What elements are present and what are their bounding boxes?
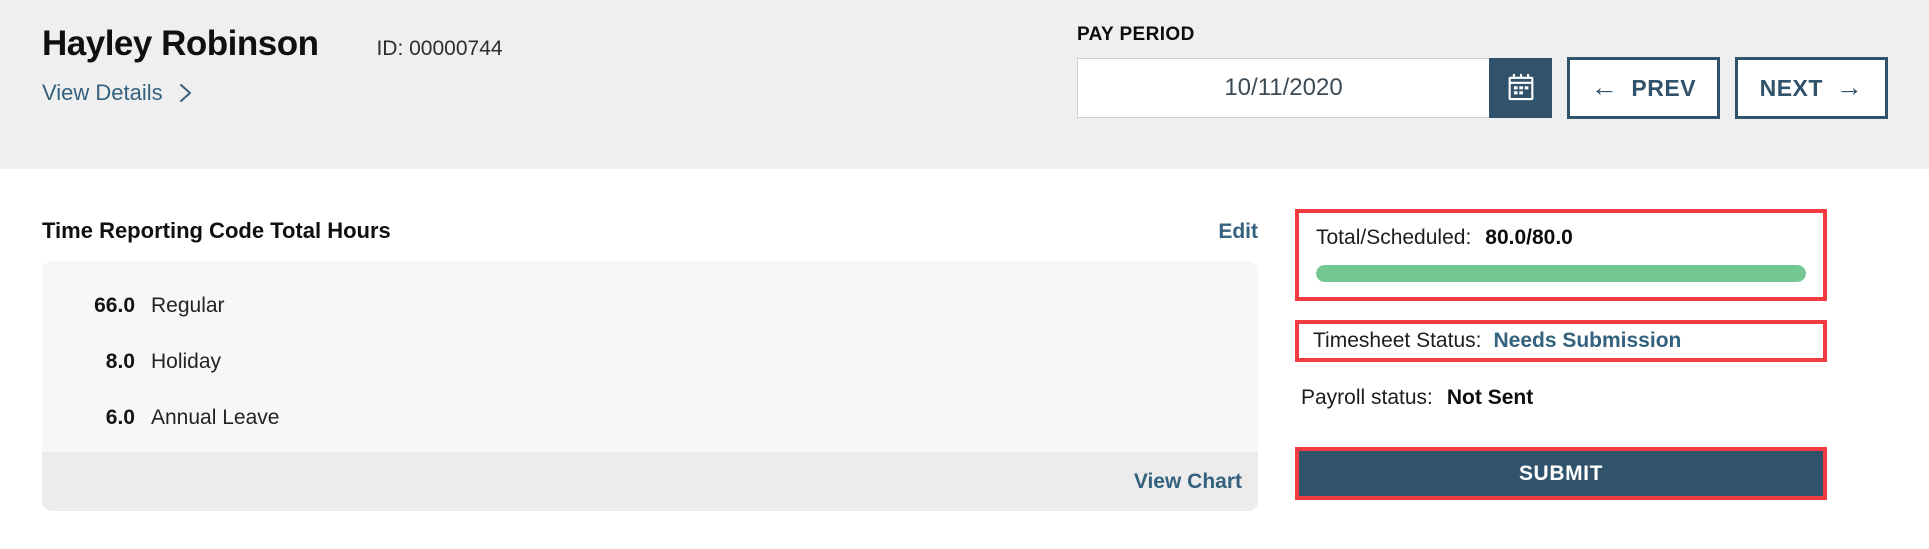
submit-highlight-box: SUBMIT: [1295, 447, 1827, 500]
trc-row: 66.0 Regular: [42, 278, 1258, 334]
total-scheduled-line: Total/Scheduled: 80.0/80.0: [1316, 226, 1806, 250]
total-scheduled-label: Total/Scheduled:: [1316, 226, 1472, 249]
pay-period-section: PAY PERIOD: [1077, 0, 1890, 169]
employee-name-row: Hayley Robinson ID: 00000744: [42, 24, 503, 64]
payroll-status-label: Payroll status:: [1301, 386, 1433, 409]
view-chart-link[interactable]: View Chart: [1133, 469, 1242, 493]
total-scheduled-highlight-box: Total/Scheduled: 80.0/80.0: [1295, 209, 1827, 301]
submit-button[interactable]: SUBMIT: [1299, 451, 1823, 496]
pay-period-label: PAY PERIOD: [1077, 24, 1195, 45]
next-pay-period-button[interactable]: NEXT →: [1735, 57, 1888, 119]
timesheet-status-value: Needs Submission: [1493, 329, 1682, 352]
employee-name: Hayley Robinson: [42, 24, 319, 63]
trc-label: Holiday: [151, 350, 222, 373]
trc-hours: 6.0: [105, 406, 135, 429]
right-arrow-icon: →: [1835, 71, 1864, 102]
trc-panel: 66.0 Regular 8.0 Holiday 6.0 Annual Leav…: [42, 261, 1258, 511]
pay-period-date-input[interactable]: [1077, 58, 1489, 118]
trc-hours: 66.0: [94, 294, 135, 317]
trc-label: Annual Leave: [151, 406, 280, 429]
trc-label: Regular: [151, 294, 225, 317]
trc-row: 8.0 Holiday: [42, 334, 1258, 390]
trc-panel-footer: View Chart: [42, 452, 1258, 511]
employee-id: ID: 00000744: [376, 37, 503, 60]
employee-info: Hayley Robinson ID: 00000744 View Detail…: [42, 0, 503, 169]
trc-rows: 66.0 Regular 8.0 Holiday 6.0 Annual Leav…: [42, 261, 1258, 452]
payroll-status-value: Not Sent: [1446, 386, 1534, 409]
pay-period-controls: ← PREV NEXT →: [1077, 57, 1890, 119]
view-details-link[interactable]: View Details: [42, 80, 195, 106]
prev-button-label: PREV: [1631, 74, 1697, 101]
trc-section-title: Time Reporting Code Total Hours: [42, 218, 391, 243]
trc-hours: 8.0: [105, 350, 135, 373]
hours-progress-track: [1316, 265, 1806, 282]
timesheet-status-highlight-box: Timesheet Status: Needs Submission: [1295, 320, 1827, 362]
timesheet-status-line: Timesheet Status: Needs Submission: [1313, 329, 1809, 353]
prev-pay-period-button[interactable]: ← PREV: [1567, 57, 1720, 119]
page-header: Hayley Robinson ID: 00000744 View Detail…: [0, 0, 1929, 169]
left-arrow-icon: ←: [1590, 71, 1619, 102]
timesheet-summary: Total/Scheduled: 80.0/80.0 Timesheet Stat…: [1295, 209, 1827, 500]
calendar-button[interactable]: [1489, 58, 1552, 118]
timesheet-status-label: Timesheet Status:: [1313, 329, 1482, 352]
calendar-icon: [1504, 70, 1538, 107]
pay-period-date-group: [1077, 58, 1552, 118]
trc-row: 6.0 Annual Leave: [42, 390, 1258, 446]
trc-header-row: Time Reporting Code Total Hours Edit: [42, 218, 1258, 244]
progress-fill: [1316, 265, 1806, 282]
edit-link[interactable]: Edit: [1218, 220, 1258, 243]
view-details-label: View Details: [42, 80, 163, 105]
total-scheduled-value: 80.0/80.0: [1485, 226, 1573, 249]
chevron-right-icon: [175, 81, 195, 105]
next-button-label: NEXT: [1759, 74, 1823, 101]
payroll-status-line: Payroll status: Not Sent: [1295, 386, 1827, 410]
main-content: Time Reporting Code Total Hours Edit 66.…: [0, 169, 1929, 511]
